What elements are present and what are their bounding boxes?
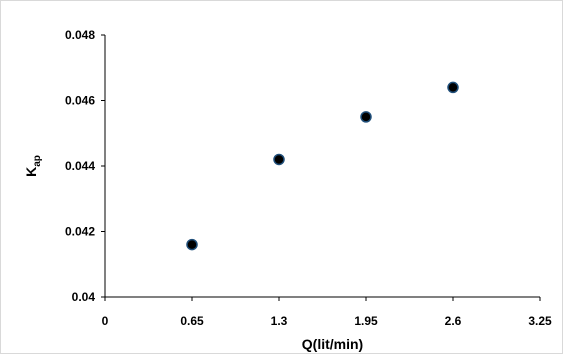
y-tick-label: 0.04 xyxy=(72,290,96,304)
y-tick-label: 0.044 xyxy=(65,159,95,173)
data-points xyxy=(186,81,459,251)
axes xyxy=(104,35,540,298)
y-axis-title-main: K xyxy=(23,167,39,177)
x-tick-label: 1.3 xyxy=(271,314,288,328)
x-tick-label: 0.65 xyxy=(180,314,204,328)
x-tick-label: 0 xyxy=(102,314,109,328)
x-tick-label: 1.95 xyxy=(354,314,378,328)
y-axis-title: Kap xyxy=(23,155,43,177)
y-tick-label: 0.048 xyxy=(65,28,95,42)
data-point xyxy=(186,238,198,251)
ticks: 0.04 0.042 0.044 0.046 0.048 0 0.65 1.3 1.95 2.6 3… xyxy=(65,28,552,328)
y-tick-label: 0.046 xyxy=(65,94,95,108)
y-axis-title-subscript: ap xyxy=(32,155,43,167)
x-axis-title: Q(lit/min) xyxy=(302,336,363,352)
x-tick-label: 3.25 xyxy=(528,314,552,328)
y-tick-label: 0.042 xyxy=(65,225,95,239)
data-point xyxy=(273,153,285,166)
x-tick-label: 2.6 xyxy=(445,314,462,328)
data-point xyxy=(447,81,459,94)
data-point xyxy=(360,111,372,123)
